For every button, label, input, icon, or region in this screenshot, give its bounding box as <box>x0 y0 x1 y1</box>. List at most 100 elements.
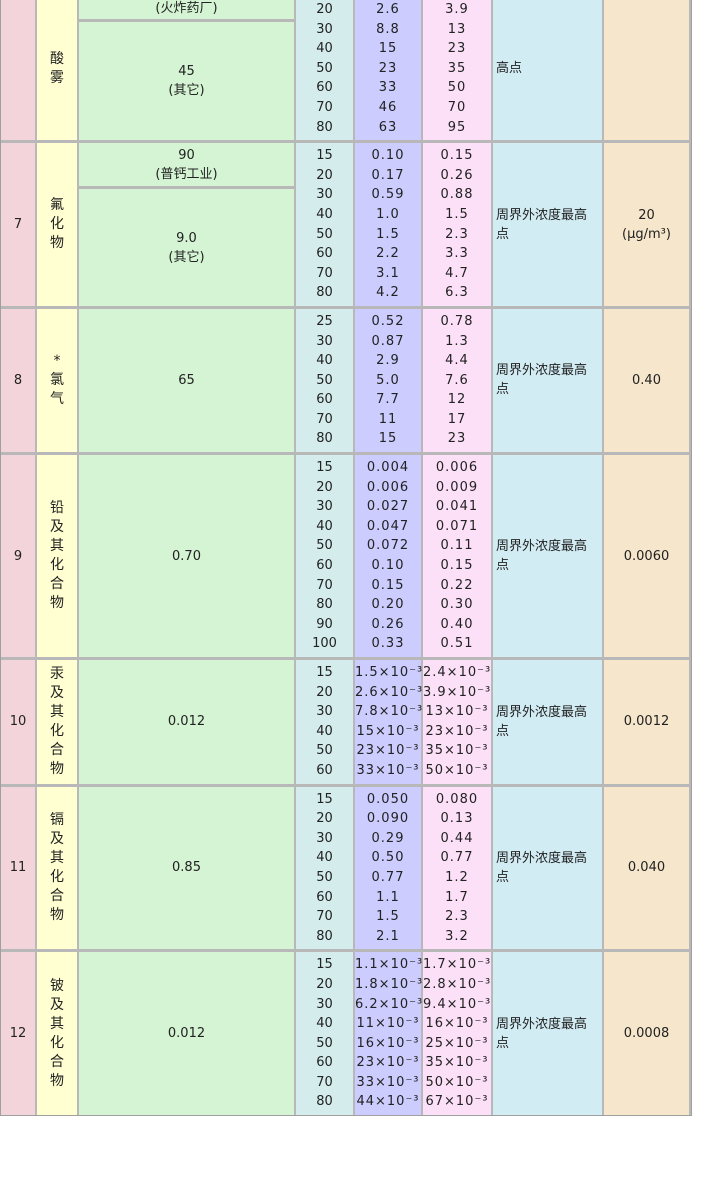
emission-rate: 50 <box>447 80 467 96</box>
pollutant-name: 酸雾 <box>50 50 64 86</box>
emission-rate: 0.22 <box>440 577 474 593</box>
stack-height: 80 <box>316 597 333 613</box>
emission-limit: 0.012 <box>79 660 294 784</box>
stack-height: 40 <box>316 353 333 369</box>
pollutant-name: 铍及其化合物 <box>50 977 64 1089</box>
stack-height: 70 <box>316 411 333 427</box>
emission-rate: 0.10 <box>371 558 405 574</box>
emission-rate: 33×10⁻³ <box>356 1074 420 1090</box>
emission-rate: 35×10⁻³ <box>425 743 489 759</box>
row-number: 8 <box>1 308 35 453</box>
stack-height: 15 <box>316 957 333 973</box>
emission-rate: 16×10⁻³ <box>425 1016 489 1032</box>
concentration-value: 20 <box>638 207 655 223</box>
emission-rate: 23 <box>447 431 467 447</box>
emission-rate: 0.15 <box>440 558 474 574</box>
emission-limit-text: (普钙工业) <box>155 166 218 182</box>
emission-rate: 3.9×10⁻³ <box>423 684 492 700</box>
emission-rate: 7.8×10⁻³ <box>355 704 424 720</box>
stack-height: 30 <box>316 333 333 349</box>
emission-limit-text: 90 <box>178 147 195 163</box>
stack-height: 80 <box>316 928 333 944</box>
emission-limit: 0.012 <box>79 952 294 1116</box>
emission-limit-text: 0.012 <box>167 1026 206 1042</box>
emission-rate: 1.2 <box>445 869 469 885</box>
stack-height: 40 <box>316 1016 333 1032</box>
emission-rate: 1.5 <box>376 909 400 925</box>
stack-height-list: 25 30 40 50 60 70 80 <box>296 308 353 453</box>
monitoring-point: 周界外浓度最高点 <box>493 455 602 657</box>
stack-height: 30 <box>316 704 333 720</box>
stack-height-list: 15 20 30 40 50 60 70 80 90 100 <box>296 455 353 657</box>
stack-height: 70 <box>316 909 333 925</box>
emission-rate: 0.26 <box>440 167 474 183</box>
emission-limit-text: 0.012 <box>167 714 206 730</box>
pollutant-name: *氯气 <box>50 352 64 407</box>
emission-rate: 23 <box>447 41 467 57</box>
emission-rate: 0.009 <box>435 479 479 495</box>
emission-rate: 6.2×10⁻³ <box>355 996 424 1012</box>
stack-height: 15 <box>316 148 333 164</box>
stack-height: 40 <box>316 41 333 57</box>
emission-rate: 7.6 <box>445 372 469 388</box>
emission-rate: 0.88 <box>440 187 474 203</box>
stack-height: 60 <box>316 889 333 905</box>
stack-height: 60 <box>316 392 333 408</box>
pollutant-name-cell: *氯气 <box>37 308 77 453</box>
pollutant-name-cell: 镉及其化合物 <box>37 786 77 950</box>
row-number <box>1 0 35 141</box>
emission-rate: 35 <box>447 60 467 76</box>
stack-height: 20 <box>316 2 333 17</box>
emission-rate: 50×10⁻³ <box>425 762 489 778</box>
emission-rate: 0.17 <box>371 167 405 183</box>
stack-height: 90 <box>316 616 333 632</box>
stack-height: 30 <box>316 996 333 1012</box>
emission-limit-cell: (火炸药厂) 45 (其它) <box>79 0 294 141</box>
rate-grade-2-list: 2.6 8.8 15 23 33 46 63 <box>355 0 421 141</box>
emission-rate: 15 <box>378 431 398 447</box>
emission-rate: 4.7 <box>445 265 469 281</box>
emission-rate: 0.15 <box>371 577 405 593</box>
stack-height: 50 <box>316 60 333 76</box>
emission-rate: 1.3 <box>445 333 469 349</box>
emission-limit-cell: 0.012 <box>79 952 294 1116</box>
emission-rate: 15×10⁻³ <box>356 723 420 739</box>
emission-rate: 2.9 <box>376 353 400 369</box>
emission-limit-cell: 90 (普钙工业) 9.0 (其它) <box>79 143 294 306</box>
emission-rate: 1.5×10⁻³ <box>355 665 424 680</box>
emission-rate: 0.027 <box>366 499 410 515</box>
emission-rate: 0.047 <box>366 518 410 534</box>
stack-height: 50 <box>316 743 333 759</box>
rate-grade-2-list: 0.10 0.17 0.59 1.0 1.5 2.2 3.1 4.2 <box>355 143 421 306</box>
emission-limit-text: 0.85 <box>172 860 201 876</box>
emission-rate: 0.50 <box>371 850 405 866</box>
emission-limit: 90 (普钙工业) <box>79 143 294 187</box>
emission-rate: 11 <box>378 411 398 427</box>
emission-rate: 1.1×10⁻³ <box>355 957 424 973</box>
stack-height: 20 <box>316 811 333 827</box>
emission-rate: 95 <box>447 119 467 135</box>
emission-rate: 8.8 <box>376 21 400 37</box>
emission-rate: 1.0 <box>376 206 400 222</box>
emission-rate: 13 <box>447 21 467 37</box>
emission-limit-text: 0.70 <box>172 548 201 564</box>
emission-rate: 5.0 <box>376 372 400 388</box>
emission-rate: 0.004 <box>366 460 410 476</box>
table-row: 12 铍及其化合物 0.012 15 20 30 40 50 60 70 80 1.1×10⁻³ 1.8… <box>1 949 691 1116</box>
concentration-limit: 20 (μg/m³) <box>604 143 689 306</box>
stack-height: 20 <box>316 684 333 700</box>
monitoring-point: 周界外浓度最高点 <box>493 952 602 1116</box>
rate-grade-3-list: 2.4×10⁻³ 3.9×10⁻³ 13×10⁻³ 23×10⁻³ 35×10⁻³ 50×… <box>423 660 491 784</box>
emission-limit: 45 (其它) <box>79 22 294 141</box>
emission-rate: 13×10⁻³ <box>425 704 489 720</box>
emission-limit-cell: 0.70 <box>79 455 294 657</box>
emission-rate: 0.071 <box>435 518 479 534</box>
emission-rate: 0.20 <box>371 597 405 613</box>
stack-height: 80 <box>316 431 333 447</box>
concentration-value: 0.0012 <box>623 714 670 730</box>
emission-rate: 0.30 <box>440 597 474 613</box>
monitoring-point: 周界外浓度最高点 <box>493 308 602 453</box>
table-row: 8 *氯气 65 25 30 40 50 60 70 80 0.52 0.87 2.9 5.0 7.7 11 1… <box>1 305 691 453</box>
rate-grade-2-list: 0.004 0.006 0.027 0.047 0.072 0.10 0.15 0.20 0.2… <box>355 455 421 657</box>
row-number: 12 <box>1 952 35 1116</box>
